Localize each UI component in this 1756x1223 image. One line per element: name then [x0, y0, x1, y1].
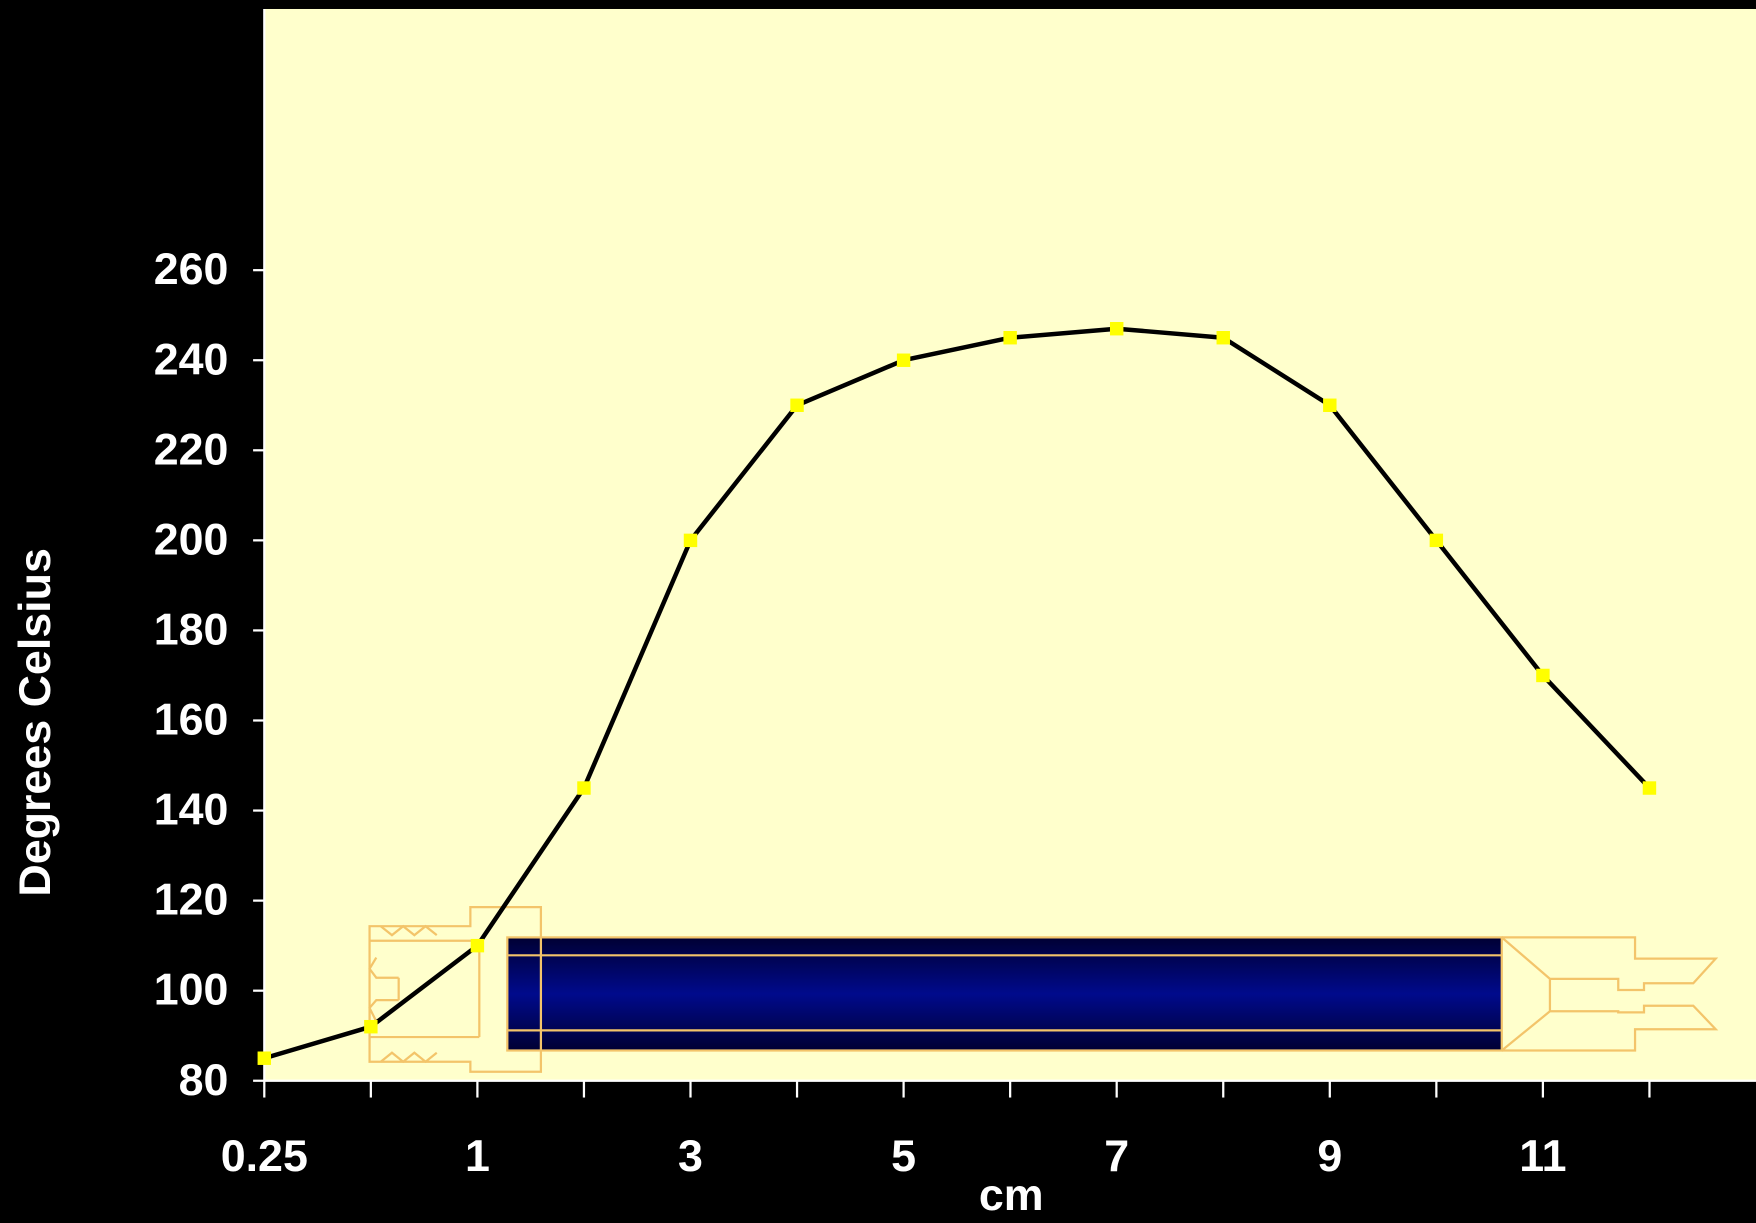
data-point [1643, 781, 1656, 794]
y-axis-title: Degrees Celsius [10, 548, 60, 896]
data-point [1217, 331, 1230, 344]
y-tick-label: 260 [154, 244, 229, 294]
data-point [897, 354, 910, 367]
y-tick-label: 140 [154, 785, 229, 835]
x-tick-label: 0.25 [221, 1131, 308, 1181]
data-point [684, 534, 697, 547]
data-point [1536, 669, 1549, 682]
x-tick-label: 11 [1519, 1131, 1566, 1181]
y-tick-label: 200 [154, 514, 229, 564]
data-point [1430, 534, 1443, 547]
x-axis-title: cm [979, 1170, 1044, 1220]
chart: cm Degrees Celsius 80 100 120 140 160 180 200 2… [0, 0, 1756, 1223]
x-tick-label: 9 [1317, 1131, 1342, 1181]
y-tick-label: 160 [154, 695, 229, 745]
data-point [790, 399, 803, 412]
page: {"chart_data": {"type": "line", "x_label… [0, 0, 1756, 1223]
data-point [1110, 322, 1123, 335]
plot-background [264, 9, 1756, 1081]
x-tick-label: 1 [465, 1131, 490, 1181]
x-tick-label: 5 [891, 1131, 916, 1181]
data-point [1323, 399, 1336, 412]
data-point [364, 1020, 377, 1033]
y-tick-label: 220 [154, 424, 229, 474]
x-tick-label: 3 [678, 1131, 703, 1181]
data-point [577, 781, 590, 794]
y-tick-label: 100 [154, 965, 229, 1015]
y-tick-label: 80 [179, 1055, 229, 1105]
x-tick-label: 7 [1104, 1131, 1129, 1181]
y-tick-label: 120 [154, 875, 229, 925]
data-point [471, 939, 484, 952]
data-point [258, 1052, 271, 1065]
y-tick-label: 240 [154, 334, 229, 384]
y-tick-label: 180 [154, 604, 229, 654]
data-point [1003, 331, 1016, 344]
